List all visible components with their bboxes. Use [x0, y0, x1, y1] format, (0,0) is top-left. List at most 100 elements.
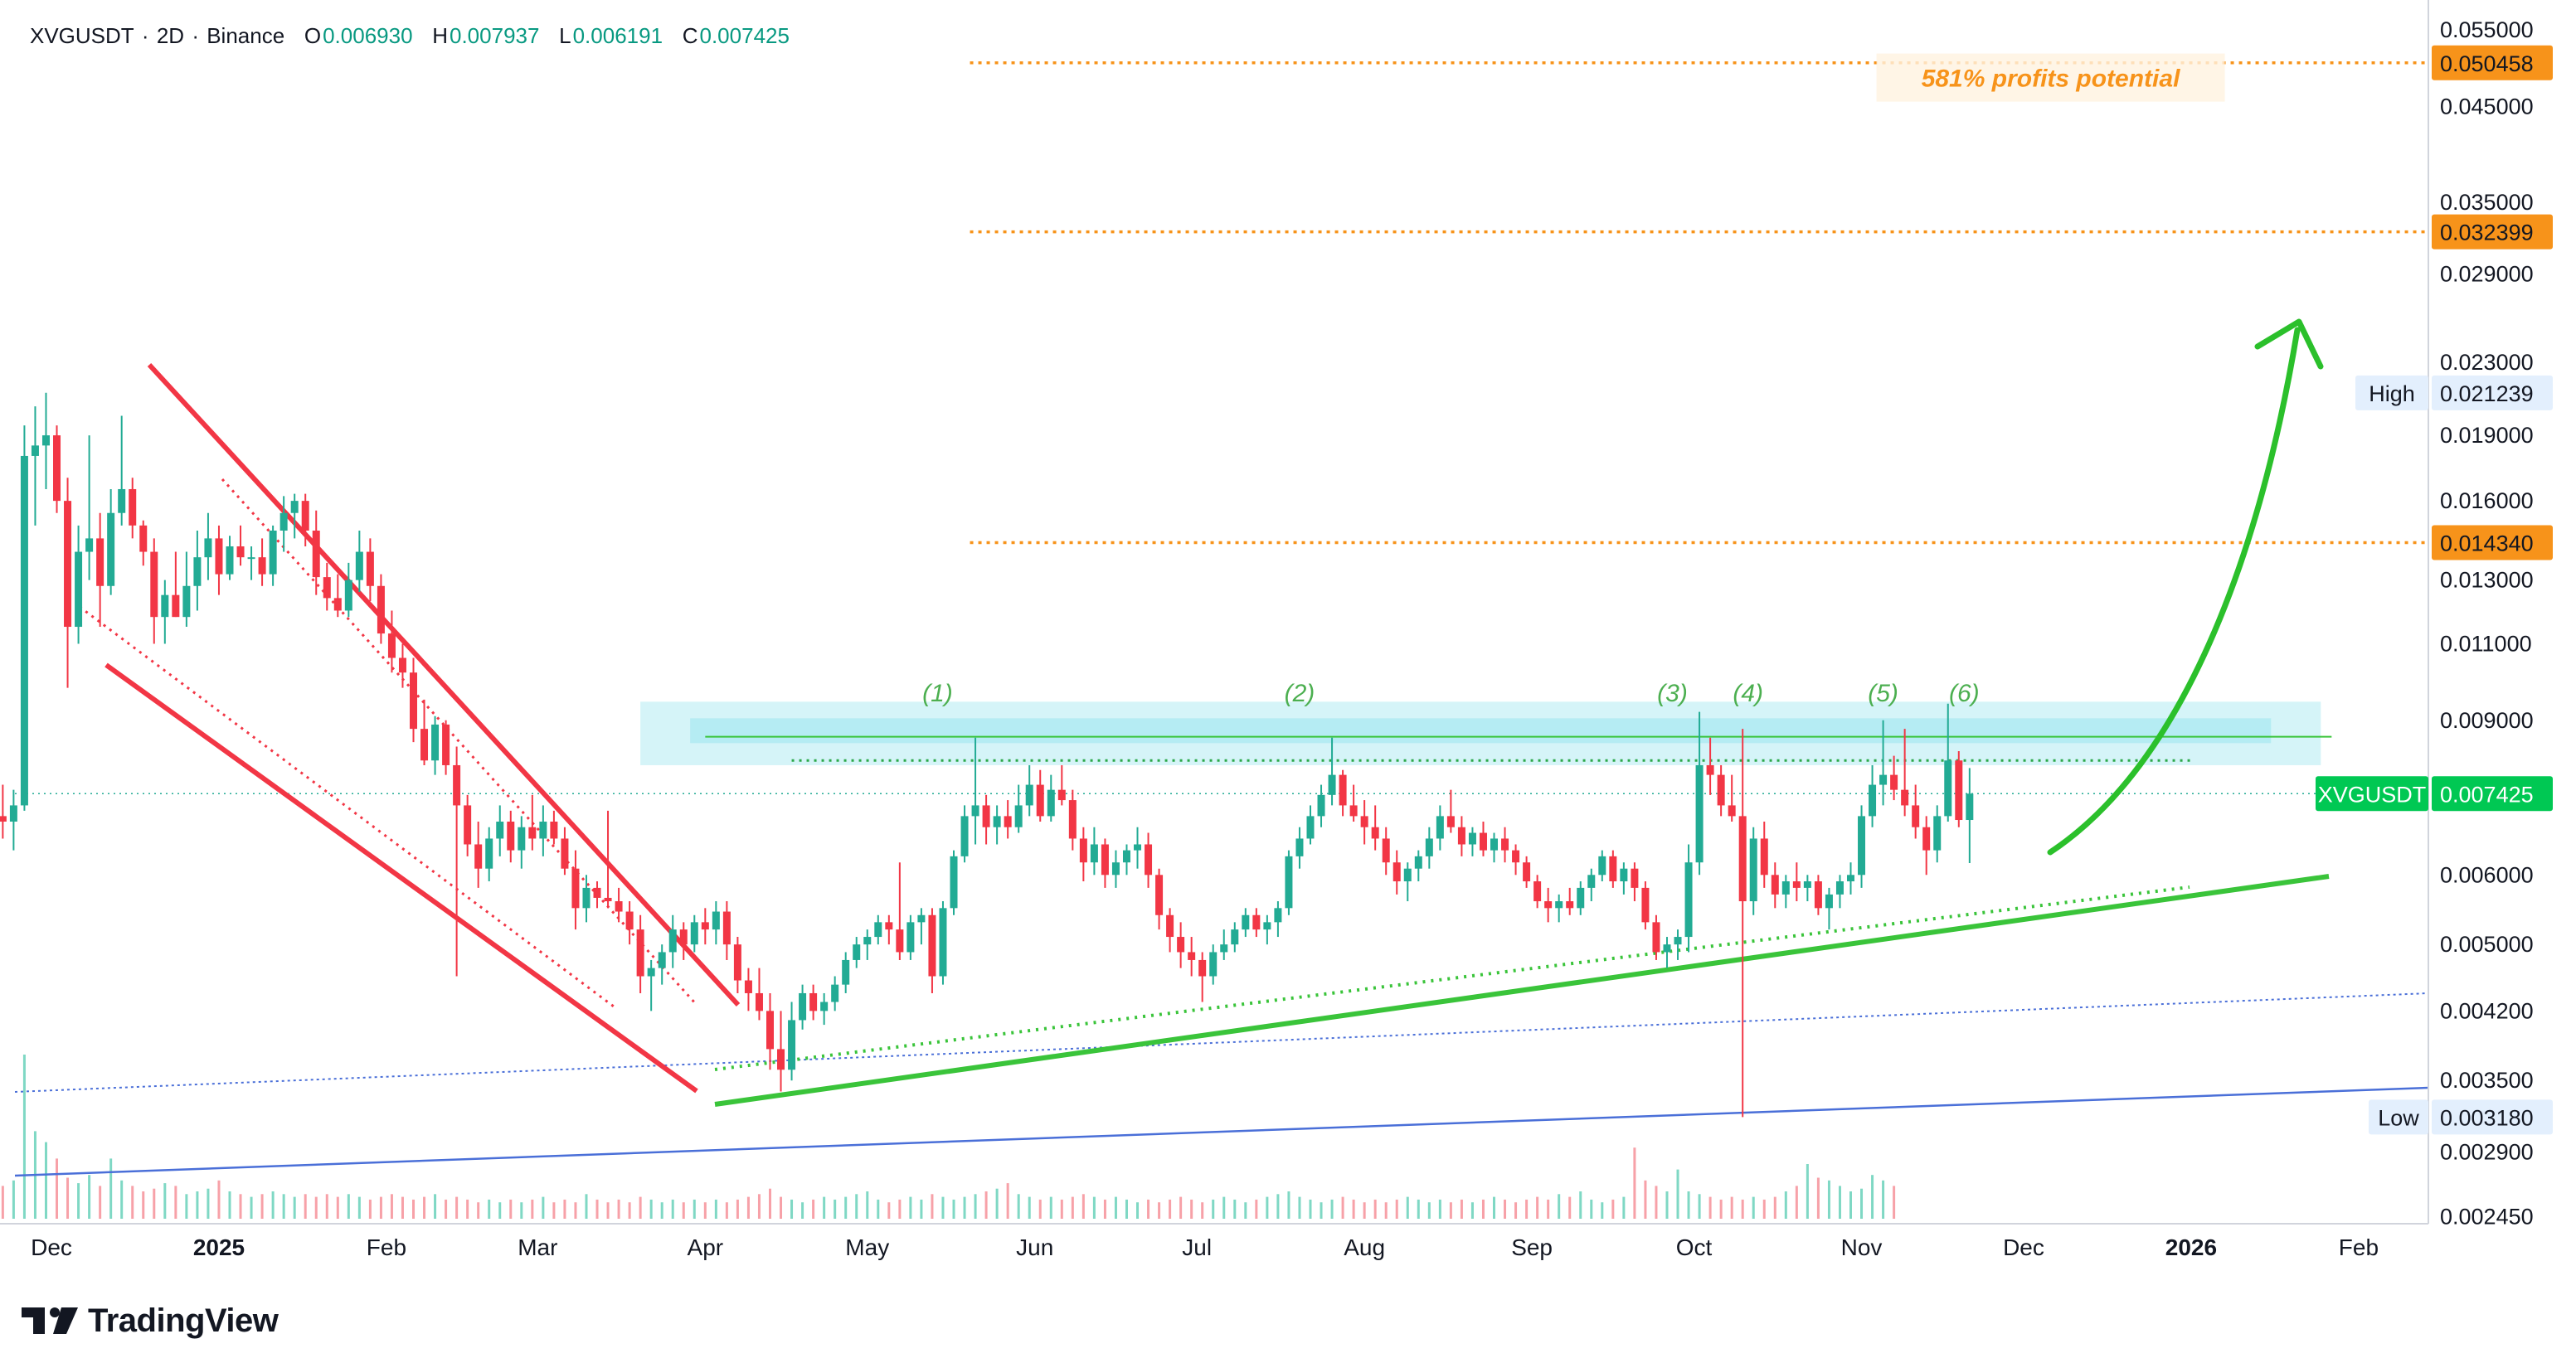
high-value: 0.007937	[450, 23, 540, 48]
volume-bar	[1330, 1199, 1334, 1219]
volume-bar	[531, 1199, 534, 1219]
volume-bar	[1816, 1177, 1820, 1219]
axis-layer: 0.055000 0.045000 0.035000 0.029000 0.023000…	[0, 0, 2553, 1260]
volume-bar	[1795, 1186, 1798, 1219]
volume-bar	[1773, 1196, 1776, 1219]
candle-body	[1846, 875, 1854, 882]
price-tick-label: 0.035000	[2440, 190, 2534, 215]
candle-body	[1339, 774, 1347, 806]
volume-bar	[109, 1158, 113, 1219]
blue-dotted-trendline	[14, 992, 2429, 1093]
volume-bar	[995, 1188, 999, 1219]
candle-body	[398, 657, 406, 673]
candle-body	[1155, 875, 1164, 915]
candle-body	[139, 525, 148, 552]
candle-body	[1577, 887, 1585, 909]
volume-bar	[239, 1194, 242, 1219]
candle-body	[9, 805, 17, 822]
candle-body	[679, 929, 688, 945]
wave-label: (5)	[1868, 680, 1898, 707]
candle-body	[539, 822, 547, 839]
annotation-layer: (1) (2) (3) (4) (5) (6) 581% profits potential	[922, 53, 2324, 856]
price-label: 0.050458	[2440, 51, 2534, 76]
candle-body	[1014, 805, 1023, 827]
volume-bar	[920, 1199, 923, 1219]
candle-body	[1749, 838, 1757, 902]
candle-body	[1414, 856, 1422, 869]
volume-bar	[1558, 1194, 1561, 1219]
volume-bar	[1006, 1183, 1009, 1219]
candle-body	[906, 922, 915, 953]
candle-body	[885, 922, 893, 930]
tradingview-brand[interactable]: TradingView	[20, 1300, 279, 1341]
candle-body	[1274, 908, 1282, 923]
volume-bar	[1298, 1196, 1301, 1219]
wave-label: (4)	[1733, 680, 1763, 707]
price-tick-label: 0.006000	[2440, 862, 2534, 887]
candle-body	[1706, 764, 1714, 775]
volume-bar	[574, 1202, 577, 1219]
volume-bar	[1147, 1199, 1150, 1219]
price-tick-label: 0.045000	[2440, 94, 2534, 119]
candle-body	[636, 929, 644, 977]
candle-body	[1122, 850, 1130, 863]
volume-bar	[153, 1188, 156, 1219]
volume-bar	[552, 1202, 556, 1219]
close-label: C	[682, 23, 698, 48]
volume-bar	[952, 1199, 955, 1219]
candle-body	[1036, 784, 1044, 817]
volume-bar	[768, 1188, 771, 1219]
volume-bar	[368, 1199, 372, 1219]
volume-bar	[1179, 1196, 1183, 1219]
candle-body	[1533, 881, 1542, 902]
volume-bar	[1384, 1202, 1388, 1219]
volume-bar	[1633, 1147, 1636, 1219]
volume-layer	[1, 1055, 1896, 1219]
time-tick-label: Mar	[518, 1234, 557, 1260]
candle-body	[1922, 827, 1931, 851]
candle-body	[1166, 914, 1174, 938]
time-tick-label: Jul	[1182, 1234, 1212, 1260]
support-trendline	[714, 874, 2330, 1107]
candle-body	[1641, 887, 1650, 923]
resistance-zone	[640, 701, 2321, 765]
volume-bar	[1049, 1196, 1052, 1219]
volume-bar	[293, 1196, 296, 1219]
candle-body	[96, 538, 104, 586]
candle-body	[279, 512, 288, 531]
candle-body	[1145, 844, 1153, 876]
volume-bar	[445, 1199, 448, 1219]
tradingview-logo-icon	[22, 1307, 78, 1334]
candle-body	[1209, 952, 1218, 977]
candle-body	[312, 530, 320, 578]
candle-body	[1360, 816, 1368, 827]
volume-bar	[1838, 1186, 1841, 1219]
support-dotted-trendline	[714, 885, 2190, 1071]
volume-bar	[1827, 1180, 1830, 1219]
volume-bar	[217, 1180, 221, 1219]
volume-bar	[1114, 1196, 1117, 1219]
volume-bar	[1730, 1196, 1733, 1219]
volume-bar	[801, 1202, 804, 1219]
candle-body	[766, 1011, 774, 1050]
candle-body	[344, 580, 352, 611]
candle-body	[982, 805, 990, 827]
volume-bar	[693, 1199, 696, 1219]
candle-body	[507, 822, 515, 851]
volume-bar	[703, 1202, 707, 1219]
candle-body	[129, 488, 137, 526]
volume-bar	[1212, 1199, 1215, 1219]
volume-bar	[1784, 1191, 1787, 1219]
volume-bar	[1071, 1196, 1074, 1219]
candle-body	[1079, 838, 1087, 863]
volume-bar	[887, 1202, 891, 1219]
volume-bar	[639, 1196, 642, 1219]
time-tick-label: Dec	[31, 1234, 72, 1260]
volume-bar	[1525, 1199, 1529, 1219]
volume-bar	[1136, 1202, 1140, 1219]
volume-bar	[1741, 1199, 1744, 1219]
candle-body	[323, 577, 331, 599]
candle-body	[453, 764, 461, 806]
price-tag-box	[2355, 375, 2428, 410]
